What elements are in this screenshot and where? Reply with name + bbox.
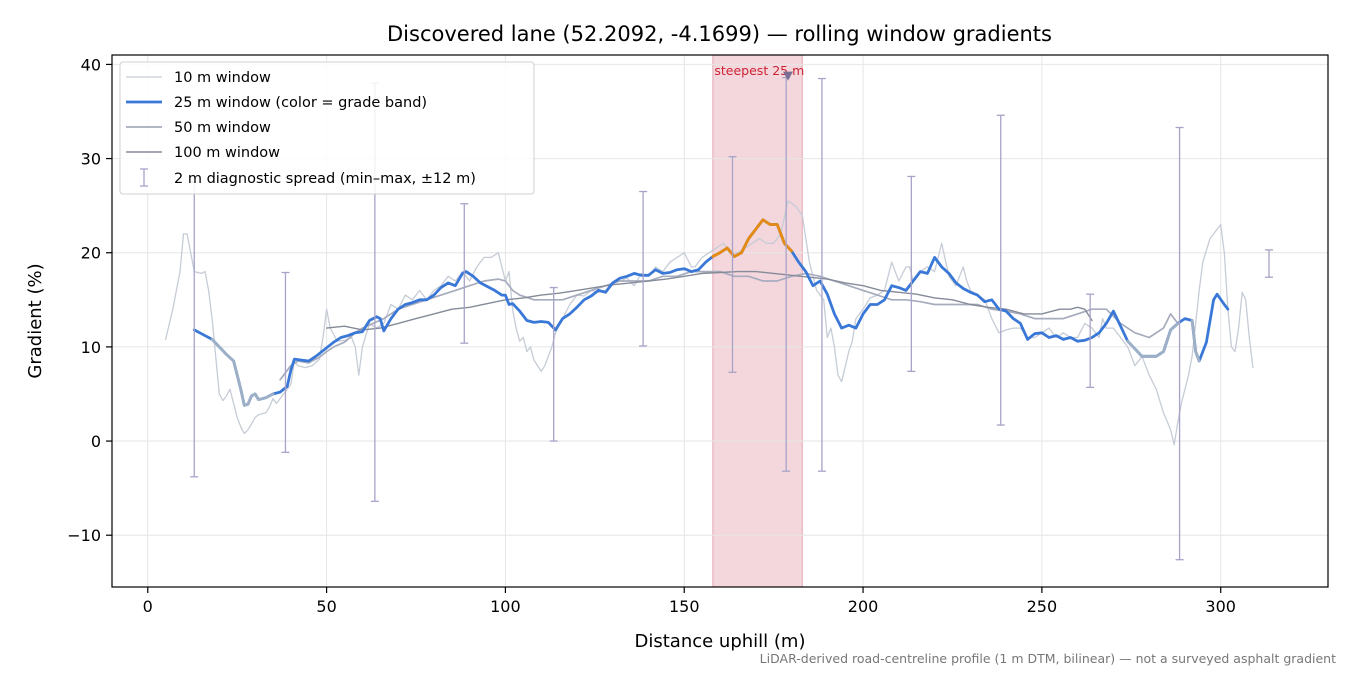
grade-band-segment-3 [711,218,793,258]
error-bar-1 [281,271,290,454]
error-bar-6 [728,156,737,373]
error-bar-10 [996,114,1005,426]
error-bar-13 [1264,249,1273,278]
footnote: LiDAR-derived road-centreline profile (1… [759,651,1336,666]
legend-label-25m: 25 m window (color = grade band) [174,95,427,111]
series-line-3 [192,218,1230,407]
steepest-annotation-label: steepest 25 m [714,63,804,78]
y-axis-label: Gradient (%) [25,263,46,378]
error-bar-3 [460,203,469,344]
legend-box [119,61,535,195]
legend-label-errorbar: 2 m diagnostic spread (min–max, ±12 m) [174,171,476,187]
y-tick-label-0: −10 [67,526,101,545]
legend: 10 m window 25 m window (color = grade b… [119,61,535,195]
x-tick-label-1: 50 [316,597,336,616]
y-tick-label-3: 20 [81,244,101,263]
steepest-segment-highlight [712,54,803,588]
x-tick-label-0: 0 [143,597,153,616]
steepest-annotation: steepest 25 m [714,63,804,81]
legend-label-10m: 10 m window [174,70,271,86]
grade-band-segment-2 [1190,319,1201,363]
legend-label-100m: 100 m window [174,145,280,161]
y-tick-label-5: 40 [81,55,101,74]
y-tick-label-1: 0 [91,432,101,451]
y-tick-label-2: 10 [81,338,101,357]
series-line-1 [279,270,1179,381]
chart-title: Discovered lane (52.2092, -4.1699) — rol… [387,22,1052,46]
x-tick-label-2: 100 [490,597,521,616]
series-line-2 [325,270,1093,331]
error-bar-0 [190,181,199,478]
axis-ticks: 0 50 100 150 200 250 300 −10 0 10 20 30 40 [67,55,1236,616]
plot-frame [111,54,1329,588]
legend-swatch-errorbar [140,168,148,187]
x-axis-label: Distance uphill (m) [635,631,806,652]
error-bar-4 [549,286,558,442]
error-bar-8 [817,77,826,472]
legend-label-50m: 50 m window [174,120,271,136]
y-tick-label-4: 30 [81,150,101,169]
x-tick-label-5: 250 [1027,597,1058,616]
steepest-marker [782,71,793,81]
grade-band-segment-1 [1126,322,1180,358]
error-bar-9 [907,175,916,373]
error-bar-5 [639,190,648,347]
x-tick-label-3: 150 [669,597,700,616]
error-bar-11 [1086,293,1095,389]
error-bar-12 [1175,126,1184,561]
error-bar-layer [190,76,1273,561]
x-tick-label-6: 300 [1205,597,1236,616]
x-tick-label-4: 200 [848,597,879,616]
grade-band-segment-0 [210,338,275,407]
